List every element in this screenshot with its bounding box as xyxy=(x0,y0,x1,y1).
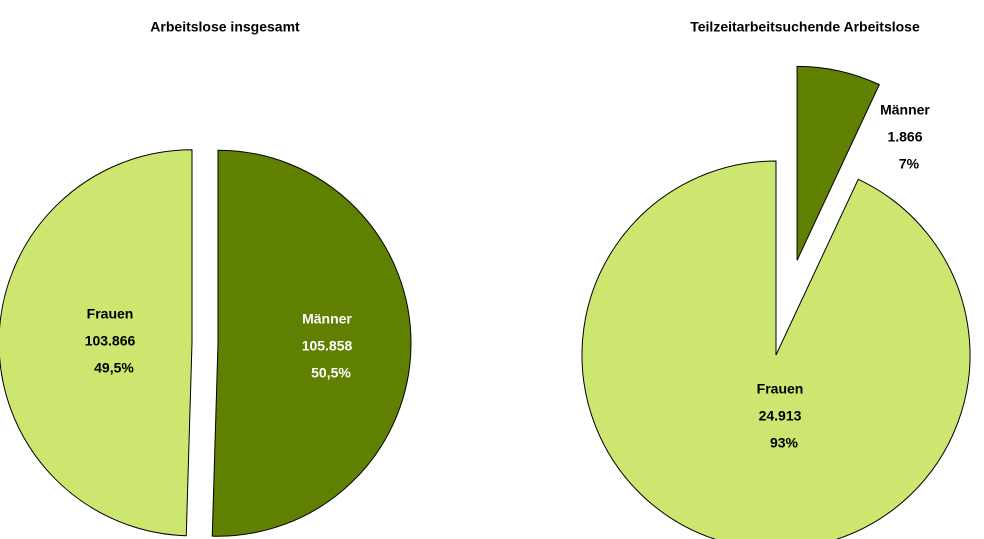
pie-slice xyxy=(0,149,193,537)
data-label: Männer xyxy=(302,311,352,327)
pie-slice xyxy=(211,149,412,537)
data-label: 1.866 xyxy=(887,129,922,145)
data-label: 103.866 xyxy=(85,333,136,349)
data-label: 105.858 xyxy=(302,338,353,354)
pie-slice xyxy=(796,65,880,261)
pie-slice xyxy=(581,160,971,539)
chart-title: Arbeitslose insgesamt xyxy=(150,19,300,35)
data-label: 93% xyxy=(770,435,799,451)
data-label: Frauen xyxy=(87,306,134,322)
data-label: 24.913 xyxy=(759,408,802,424)
data-label: Männer xyxy=(880,102,930,118)
data-label: 50,5% xyxy=(311,365,351,381)
data-label: 49,5% xyxy=(94,360,134,376)
data-label: Frauen xyxy=(757,381,804,397)
data-label: 7% xyxy=(899,156,920,172)
chart-title: Teilzeitarbeitsuchende Arbeitslose xyxy=(690,19,920,35)
